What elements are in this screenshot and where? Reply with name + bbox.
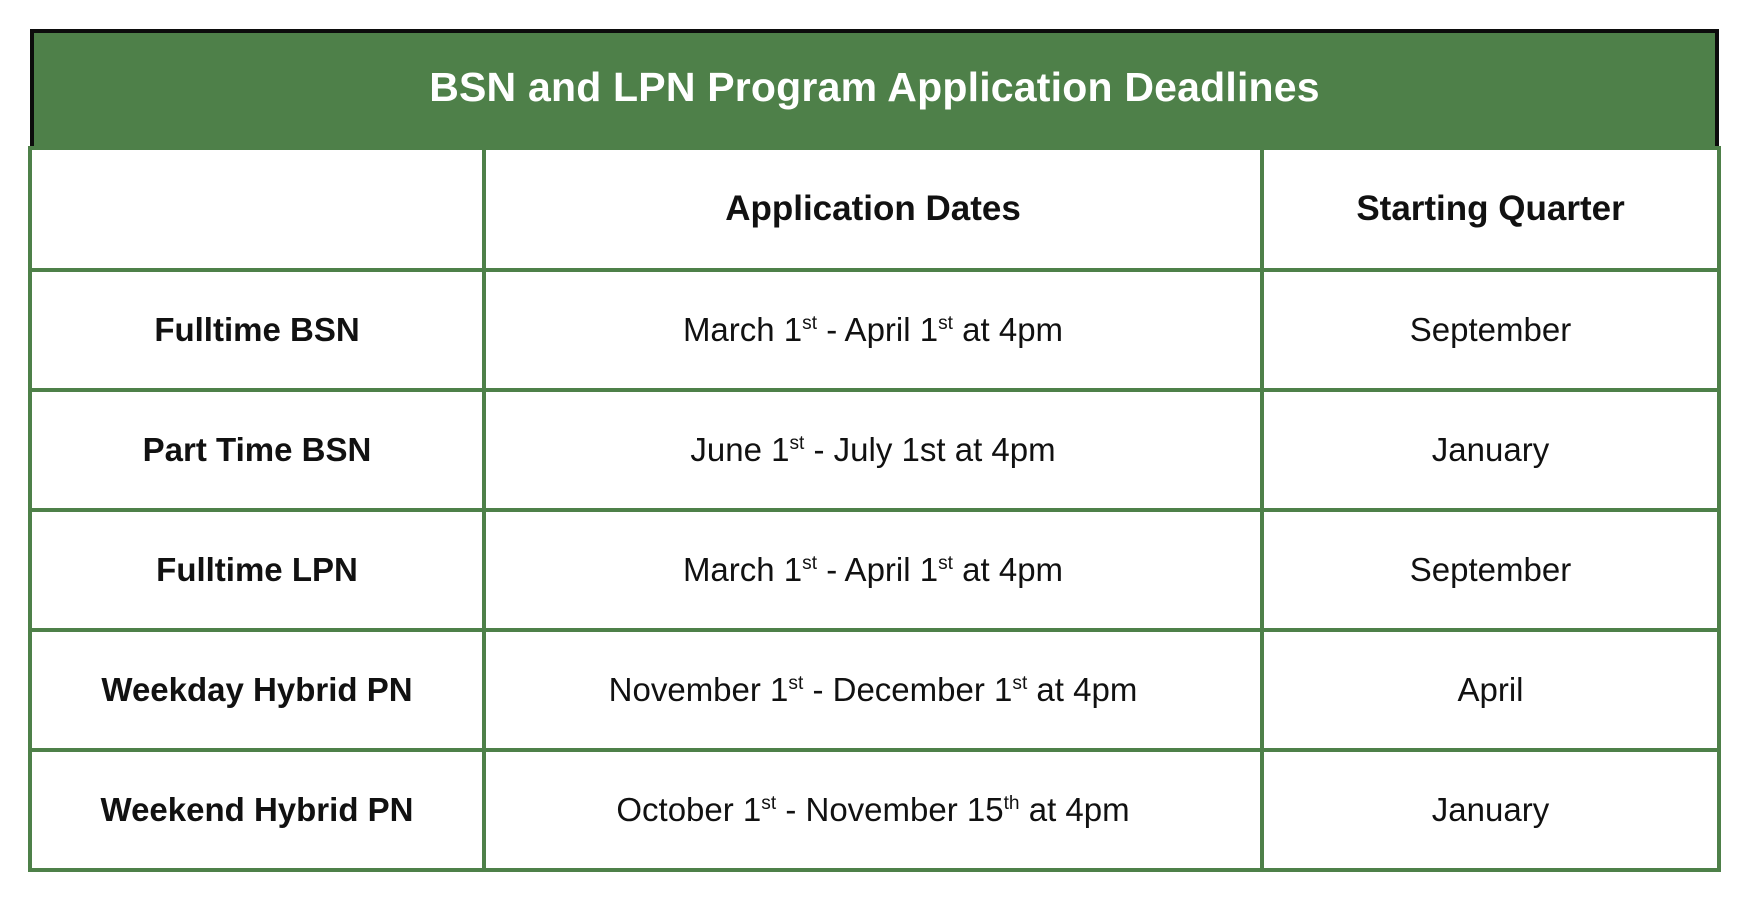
table-row: Weekend Hybrid PN October 1st - November…: [28, 748, 1722, 872]
starting-quarter-label: September: [1409, 551, 1572, 588]
application-deadlines-table: BSN and LPN Program Application Deadline…: [28, 29, 1722, 872]
application-dates-cell: March 1st - April 1st at 4pm: [482, 508, 1264, 632]
program-name-cell: Fulltime LPN: [28, 508, 486, 632]
application-dates-label: June 1st - July 1st at 4pm: [690, 431, 1056, 468]
page-title: BSN and LPN Program Application Deadline…: [429, 63, 1320, 110]
program-name-cell: Weekday Hybrid PN: [28, 628, 486, 752]
program-name-label: Fulltime BSN: [154, 311, 360, 348]
application-dates-label: March 1st - April 1st at 4pm: [682, 551, 1064, 588]
title-banner: BSN and LPN Program Application Deadline…: [30, 29, 1720, 146]
starting-quarter-label: September: [1409, 311, 1572, 348]
column-header-row: Application Dates Starting Quarter: [28, 146, 1722, 272]
application-dates-label: October 1st - November 15th at 4pm: [616, 791, 1130, 828]
starting-quarter-cell: January: [1259, 748, 1722, 872]
program-name-label: Fulltime LPN: [156, 551, 358, 588]
program-name-cell: Part Time BSN: [28, 388, 486, 512]
program-name-label: Weekend Hybrid PN: [100, 791, 414, 828]
application-dates-cell: June 1st - July 1st at 4pm: [482, 388, 1264, 512]
program-name-cell: Fulltime BSN: [28, 268, 486, 392]
column-header-starting-quarter-label: Starting Quarter: [1356, 189, 1625, 228]
program-name-label: Part Time BSN: [142, 431, 372, 468]
starting-quarter-cell: September: [1259, 508, 1722, 632]
starting-quarter-label: January: [1431, 431, 1550, 468]
program-name-label: Weekday Hybrid PN: [101, 671, 413, 708]
application-dates-cell: March 1st - April 1st at 4pm: [482, 268, 1264, 392]
application-dates-cell: November 1st - December 1st at 4pm: [482, 628, 1264, 752]
starting-quarter-label: April: [1457, 671, 1524, 708]
column-header-starting-quarter: Starting Quarter: [1259, 146, 1722, 272]
table-row: Fulltime LPN March 1st - April 1st at 4p…: [28, 508, 1722, 632]
application-dates-label: November 1st - December 1st at 4pm: [608, 671, 1138, 708]
table-row: Weekday Hybrid PN November 1st - Decembe…: [28, 628, 1722, 752]
starting-quarter-label: January: [1431, 791, 1550, 828]
starting-quarter-cell: January: [1259, 388, 1722, 512]
column-header-application-dates-label: Application Dates: [725, 189, 1021, 228]
column-header-program: [28, 146, 486, 272]
application-dates-cell: October 1st - November 15th at 4pm: [482, 748, 1264, 872]
table-title-row: BSN and LPN Program Application Deadline…: [30, 29, 1720, 148]
table-row: Part Time BSN June 1st - July 1st at 4pm…: [28, 388, 1722, 512]
starting-quarter-cell: April: [1259, 628, 1722, 752]
program-name-cell: Weekend Hybrid PN: [28, 748, 486, 872]
application-dates-label: March 1st - April 1st at 4pm: [682, 311, 1064, 348]
starting-quarter-cell: September: [1259, 268, 1722, 392]
column-header-application-dates: Application Dates: [482, 146, 1264, 272]
table-row: Fulltime BSN March 1st - April 1st at 4p…: [28, 268, 1722, 392]
